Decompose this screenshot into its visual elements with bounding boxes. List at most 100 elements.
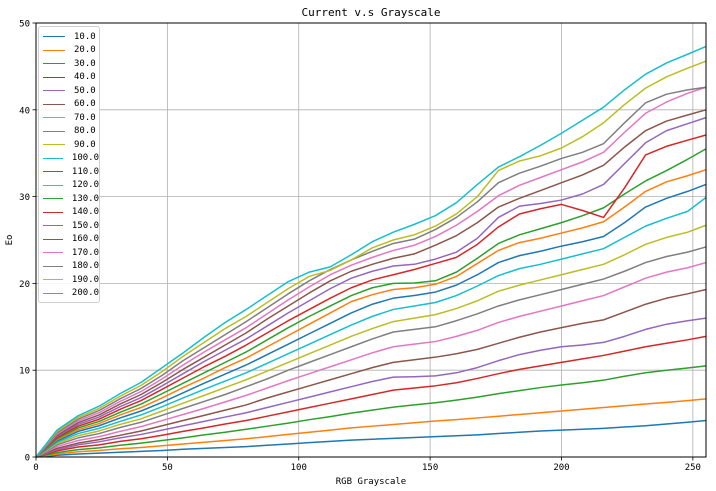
series-line-50.0: [35, 317, 707, 458]
legend-swatch: [43, 252, 63, 254]
legend-swatch: [43, 157, 63, 159]
legend-item: 130.0: [43, 192, 99, 206]
legend-label: 70.0: [74, 112, 96, 123]
legend-label: 160.0: [71, 234, 99, 245]
series-line-80.0: [35, 246, 707, 458]
legend-label: 180.0: [71, 261, 99, 272]
x-tick-label: 50: [162, 463, 173, 473]
series-line-200.0: [35, 45, 707, 458]
legend-item: 20.0: [43, 44, 99, 58]
y-tick-label: 50: [19, 20, 30, 30]
series-lines: [35, 45, 707, 458]
legend-item: 110.0: [43, 165, 99, 179]
series-line-190.0: [35, 60, 707, 458]
legend-label: 10.0: [74, 31, 96, 42]
y-tick-label: 10: [19, 367, 30, 377]
legend-swatch: [43, 292, 63, 294]
y-tick-label: 30: [19, 193, 30, 203]
legend-label: 130.0: [71, 193, 99, 204]
series-line-140.0: [35, 134, 707, 458]
legend-item: 30.0: [43, 57, 99, 71]
y-axis-ticks: 0 10 20 30 40 50: [19, 20, 36, 464]
legend-swatch: [43, 117, 65, 119]
legend-swatch: [43, 90, 65, 92]
legend-swatch: [43, 144, 65, 146]
x-tick-label: 200: [553, 463, 569, 473]
legend-swatch: [43, 238, 63, 240]
series-line-40.0: [35, 335, 707, 458]
legend-item: 60.0: [43, 98, 99, 112]
x-tick-label: 150: [422, 463, 438, 473]
legend-item: 90.0: [43, 138, 99, 152]
legend-item: 120.0: [43, 179, 99, 193]
legend-item: 80.0: [43, 125, 99, 139]
legend-item: 100.0: [43, 152, 99, 166]
legend-label: 90.0: [74, 139, 96, 150]
y-tick-label: 20: [19, 280, 30, 290]
legend-item: 150.0: [43, 219, 99, 233]
legend-swatch: [43, 49, 65, 51]
series-line-180.0: [35, 86, 707, 458]
legend-swatch: [43, 63, 65, 65]
legend-label: 110.0: [71, 166, 99, 177]
legend-item: 40.0: [43, 71, 99, 85]
chart-title: Current v.s Grayscale: [301, 6, 440, 19]
legend-label: 30.0: [74, 58, 96, 69]
series-line-20.0: [35, 398, 707, 458]
x-axis-label: RGB Grayscale: [336, 477, 406, 487]
series-line-90.0: [35, 224, 707, 458]
legend-label: 80.0: [74, 126, 96, 137]
series-line-120.0: [35, 168, 707, 458]
grid: [35, 22, 706, 458]
legend-label: 120.0: [71, 180, 99, 191]
series-line-130.0: [35, 148, 707, 458]
legend-swatch: [43, 211, 63, 213]
series-line-170.0: [35, 86, 707, 458]
x-tick-label: 250: [685, 463, 701, 473]
legend: 10.0 20.0 30.0 40.0 50.0 60.0 70.0 80.0 90.0 100.…: [38, 26, 100, 303]
legend-swatch: [43, 279, 63, 281]
legend-item: 50.0: [43, 84, 99, 98]
legend-swatch: [43, 225, 63, 227]
legend-item: 140.0: [43, 206, 99, 220]
legend-swatch: [43, 76, 65, 78]
series-line-10.0: [35, 419, 707, 458]
legend-label: 40.0: [74, 72, 96, 83]
legend-label: 50.0: [74, 85, 96, 96]
series-line-70.0: [35, 261, 707, 458]
series-line-150.0: [35, 116, 707, 458]
legend-item: 170.0: [43, 246, 99, 260]
legend-label: 140.0: [71, 207, 99, 218]
legend-swatch: [43, 198, 63, 200]
legend-item: 70.0: [43, 111, 99, 125]
x-tick-label: 0: [33, 463, 38, 473]
legend-swatch: [43, 265, 63, 267]
legend-label: 150.0: [71, 220, 99, 231]
legend-label: 190.0: [71, 274, 99, 285]
legend-label: 200.0: [71, 288, 99, 299]
legend-swatch: [43, 184, 63, 186]
legend-label: 60.0: [74, 99, 96, 110]
legend-item: 180.0: [43, 260, 99, 274]
y-axis-label: Eo: [5, 235, 15, 246]
legend-swatch: [43, 130, 65, 132]
series-line-60.0: [35, 288, 707, 458]
legend-swatch: [43, 103, 65, 105]
legend-label: 100.0: [71, 153, 99, 164]
y-tick-label: 0: [25, 454, 30, 464]
legend-label: 20.0: [74, 45, 96, 56]
series-line-160.0: [35, 109, 707, 458]
legend-item: 200.0: [43, 287, 99, 301]
legend-item: 190.0: [43, 273, 99, 287]
legend-label: 170.0: [71, 247, 99, 258]
series-line-100.0: [35, 196, 707, 458]
legend-item: 160.0: [43, 233, 99, 247]
plot-frame: [35, 22, 707, 458]
y-tick-label: 40: [19, 106, 30, 116]
x-tick-label: 100: [291, 463, 307, 473]
series-line-110.0: [35, 183, 707, 458]
legend-item: 10.0: [43, 30, 99, 44]
legend-swatch: [43, 36, 65, 38]
legend-swatch: [43, 171, 63, 173]
